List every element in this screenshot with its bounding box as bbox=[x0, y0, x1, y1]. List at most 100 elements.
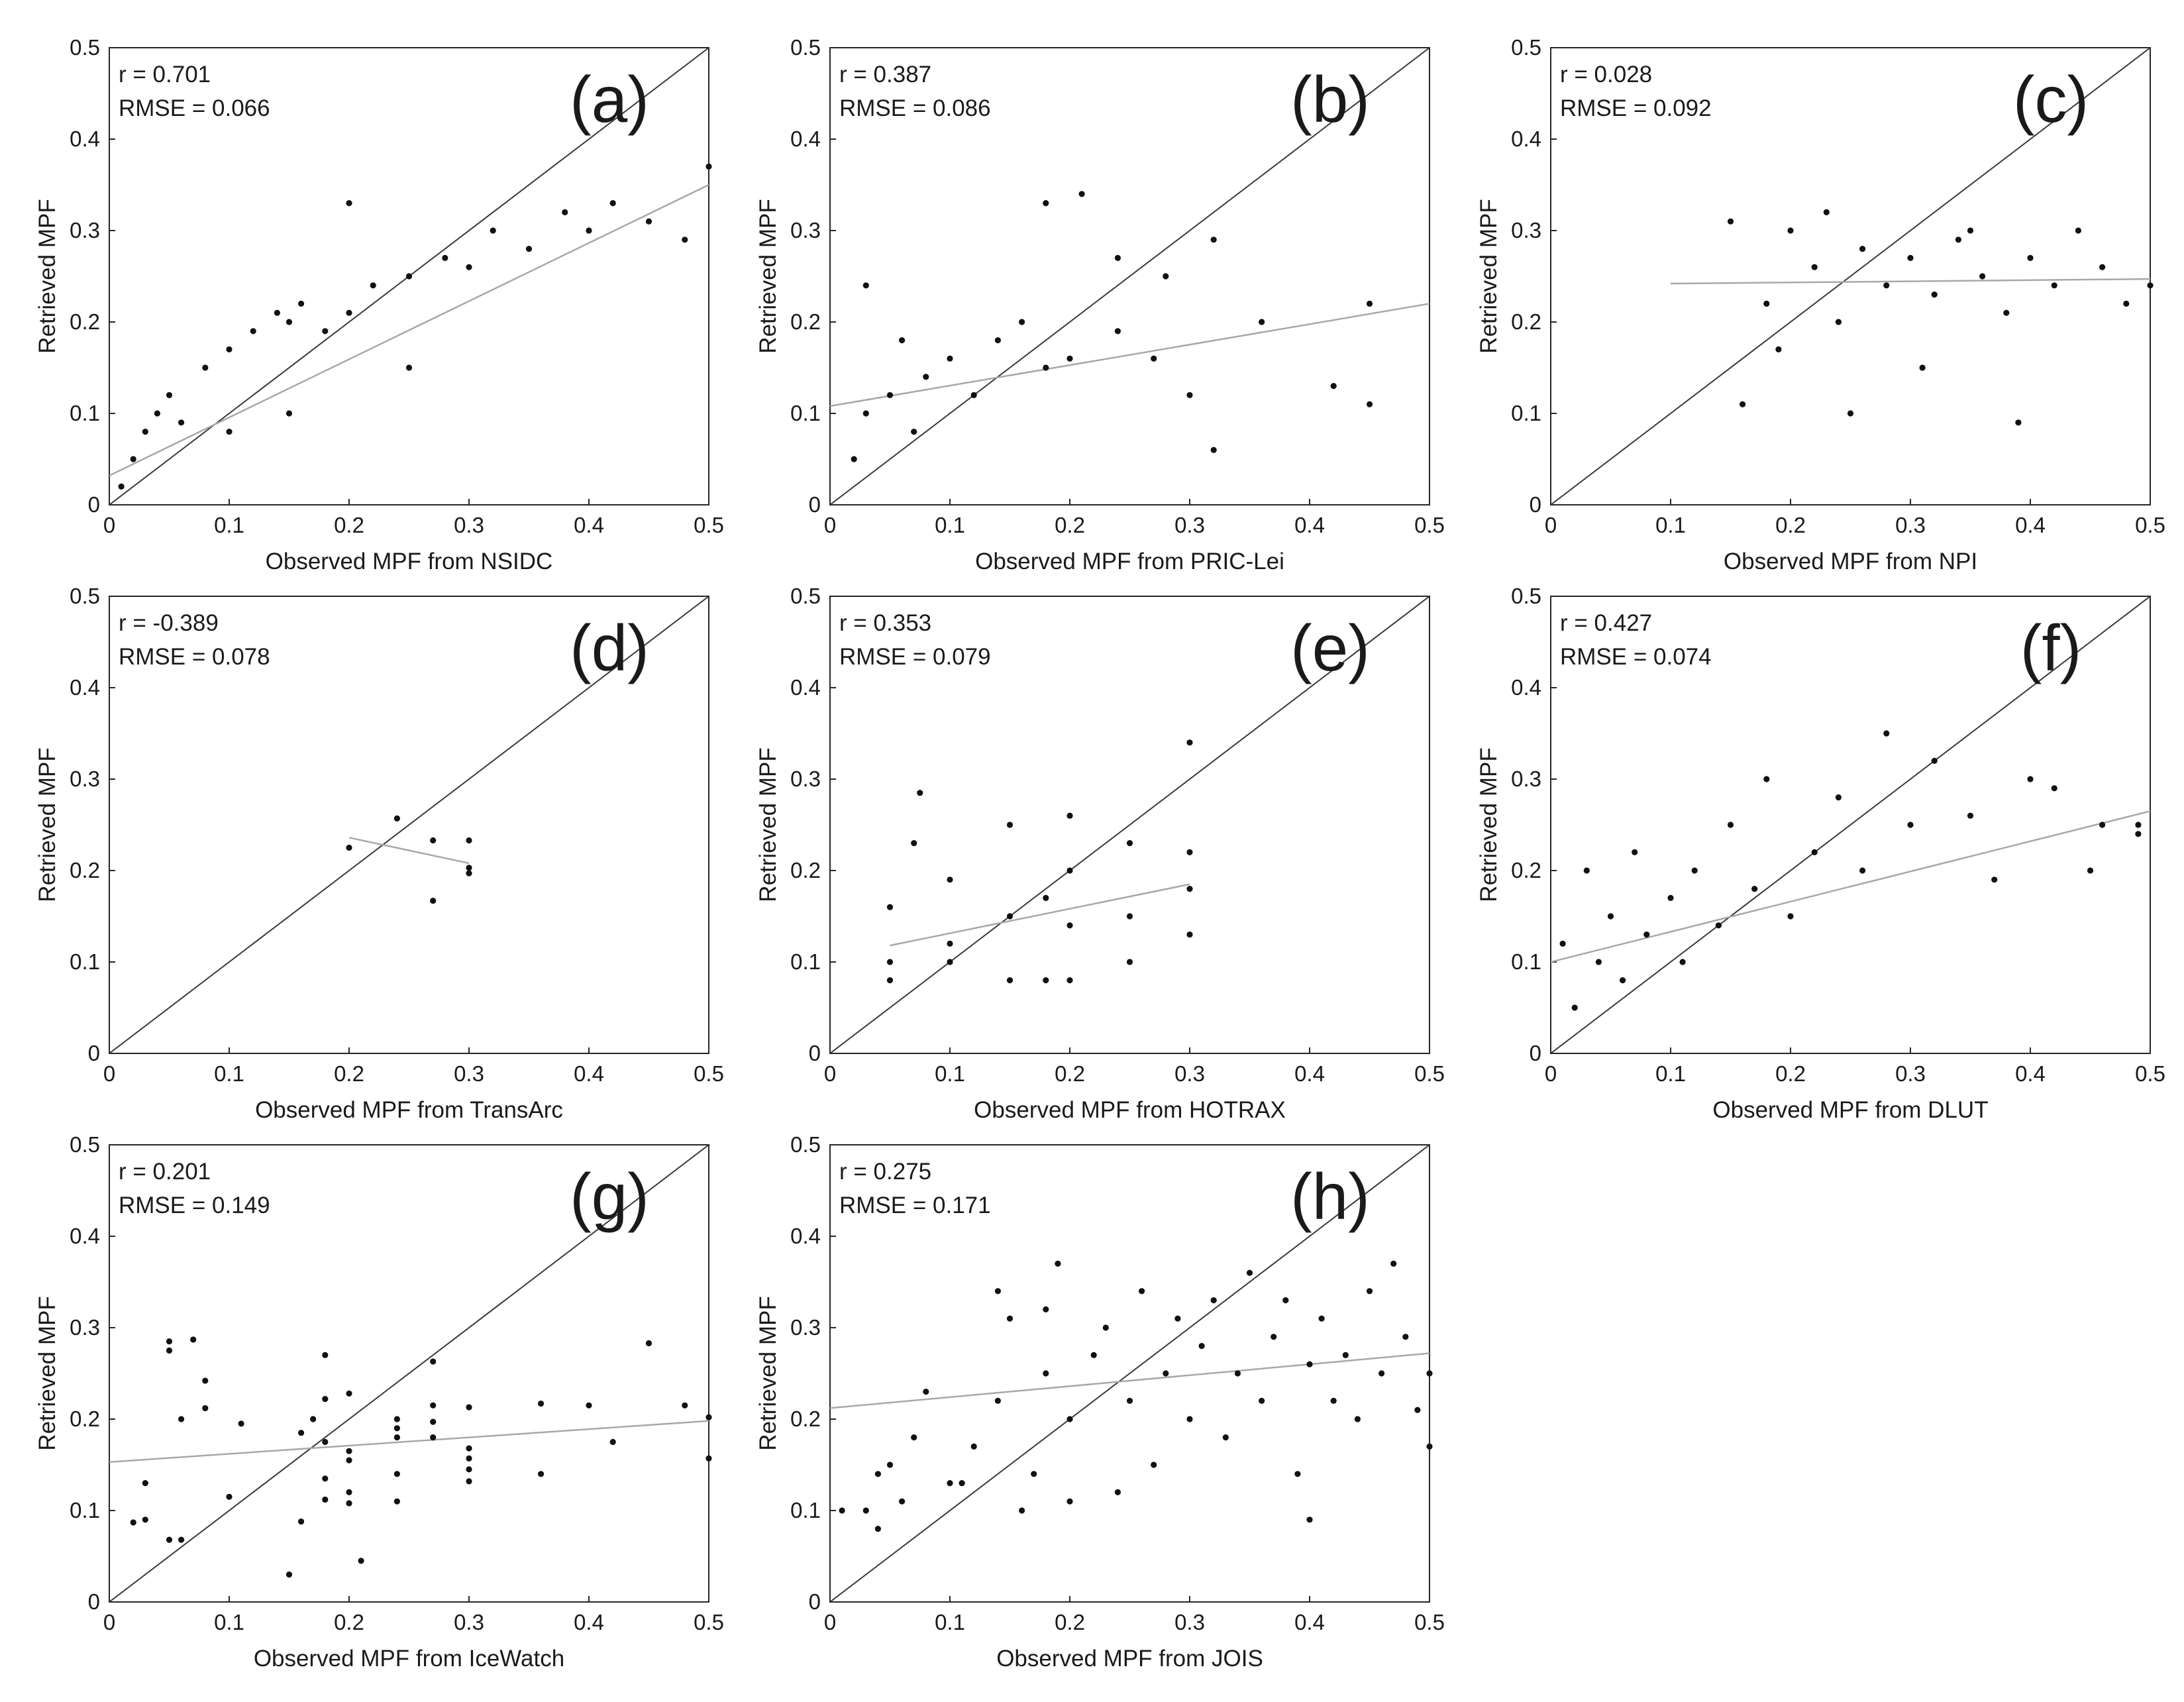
scatter-point bbox=[466, 1445, 472, 1452]
x-tick-label: 0.5 bbox=[694, 1061, 724, 1086]
scatter-point bbox=[393, 1425, 401, 1432]
scatter-point bbox=[947, 355, 953, 362]
scatter-panel-8: 0 0.1 0.2 0.3 0.4 0.5 0 0.1 0.2 0.3 0.4 0.5 Observed… bbox=[755, 1132, 1445, 1672]
y-tick-label: 0.1 bbox=[790, 949, 821, 974]
x-tick-label: 0.4 bbox=[2015, 513, 2046, 537]
y-tick-label: 0.4 bbox=[790, 675, 821, 700]
scatter-points bbox=[346, 815, 472, 904]
rmse-text: RMSE = 0.074 bbox=[1560, 644, 1712, 670]
scatter-point bbox=[178, 419, 185, 426]
y-tick-label: 0.2 bbox=[1511, 309, 1541, 334]
scatter-point bbox=[1043, 200, 1049, 207]
scatter-point bbox=[705, 1414, 712, 1420]
scatter-point bbox=[322, 1352, 329, 1358]
scatter-point bbox=[923, 1389, 929, 1395]
y-tick-label: 0 bbox=[809, 1041, 821, 1065]
scatter-point bbox=[1043, 1306, 1049, 1312]
scatter-point bbox=[130, 1519, 136, 1526]
one-to-one-line bbox=[109, 1145, 709, 1602]
scatter-point bbox=[1031, 1471, 1037, 1477]
scatter-point bbox=[970, 392, 977, 399]
y-tick-label: 0.2 bbox=[1511, 858, 1541, 882]
scatter-point bbox=[1126, 840, 1133, 847]
scatter-point bbox=[1186, 849, 1193, 855]
scatter-points bbox=[886, 739, 1193, 984]
scatter-point bbox=[1620, 977, 1626, 984]
scatter-point bbox=[1883, 730, 1890, 737]
x-axis-label: Observed MPF from NSIDC bbox=[266, 549, 553, 574]
panel-label: (d) bbox=[570, 612, 649, 684]
scatter-point bbox=[1114, 1489, 1121, 1495]
scatter-point bbox=[1259, 319, 1265, 325]
scatter-point bbox=[202, 1405, 209, 1412]
x-tick-label: 0.4 bbox=[1294, 1061, 1325, 1086]
panel-label: (f) bbox=[2020, 612, 2082, 684]
y-tick-label: 0.1 bbox=[1511, 401, 1541, 425]
y-axis-label: Retrieved MPF bbox=[755, 1296, 781, 1450]
x-tick-label: 0.3 bbox=[1174, 1061, 1205, 1086]
x-tick-label: 0.3 bbox=[454, 1061, 484, 1086]
scatter-point bbox=[1426, 1370, 1433, 1377]
scatter-point bbox=[1727, 822, 1734, 828]
x-tick-label: 0.5 bbox=[2135, 513, 2165, 537]
scatter-point bbox=[1967, 812, 1974, 819]
plot-frame bbox=[109, 596, 709, 1054]
scatter-points bbox=[839, 1260, 1433, 1532]
scatter-point bbox=[1306, 1516, 1313, 1523]
correlation-text: r = 0.201 bbox=[119, 1159, 211, 1185]
y-tick-label: 0.5 bbox=[70, 1132, 100, 1157]
scatter-point bbox=[1210, 1297, 1217, 1304]
scatter-point bbox=[466, 837, 472, 844]
scatter-point bbox=[1066, 1416, 1073, 1422]
scatter-point bbox=[322, 1496, 329, 1503]
scatter-point bbox=[1859, 867, 1866, 874]
scatter-point bbox=[959, 1480, 965, 1487]
scatter-point bbox=[1787, 913, 1794, 920]
y-axis-label: Retrieved MPF bbox=[1476, 747, 1502, 902]
scatter-point bbox=[1907, 822, 1914, 828]
rmse-text: RMSE = 0.066 bbox=[119, 95, 270, 121]
scatter-point bbox=[430, 897, 437, 904]
y-tick-label: 0.5 bbox=[70, 584, 100, 608]
scatter-point bbox=[142, 429, 148, 435]
scatter-point bbox=[645, 1340, 652, 1347]
rmse-text: RMSE = 0.171 bbox=[839, 1193, 991, 1218]
scatter-point bbox=[1366, 300, 1373, 307]
y-tick-label: 0 bbox=[1530, 492, 1541, 517]
scatter-points bbox=[130, 1336, 712, 1578]
scatter-point bbox=[1583, 867, 1590, 874]
scatter-point bbox=[874, 1526, 881, 1532]
scatter-point bbox=[322, 1475, 329, 1482]
scatter-point bbox=[1907, 254, 1914, 261]
x-axis-label: Observed MPF from PRIC-Lei bbox=[975, 549, 1284, 574]
scatter-point bbox=[310, 1416, 317, 1422]
scatter-point bbox=[2135, 822, 2142, 828]
scatter-panel-6: 0 0.1 0.2 0.3 0.4 0.5 0 0.1 0.2 0.3 0.4 0.5 Observed… bbox=[1476, 584, 2165, 1123]
scatter-point bbox=[238, 1420, 244, 1427]
scatter-point bbox=[2027, 254, 2034, 261]
scatter-point bbox=[1823, 209, 1830, 215]
x-axis-label: Observed MPF from IceWatch bbox=[254, 1646, 564, 1672]
one-to-one-line bbox=[109, 596, 709, 1053]
scatter-point bbox=[1006, 913, 1014, 920]
x-tick-label: 0.4 bbox=[574, 513, 604, 537]
scatter-point bbox=[562, 209, 568, 215]
scatter-point bbox=[466, 1466, 472, 1473]
scatter-point bbox=[1414, 1407, 1421, 1413]
correlation-text: r = 0.353 bbox=[839, 610, 931, 636]
y-tick-label: 0.5 bbox=[790, 1132, 821, 1157]
scatter-point bbox=[142, 1480, 148, 1487]
rmse-text: RMSE = 0.086 bbox=[839, 95, 991, 121]
panel-label: (g) bbox=[570, 1160, 649, 1233]
y-axis-label: Retrieved MPF bbox=[755, 747, 781, 902]
y-tick-label: 0.4 bbox=[1511, 675, 1541, 700]
scatter-point bbox=[1006, 977, 1014, 984]
x-tick-label: 0 bbox=[1545, 1061, 1557, 1086]
plot-frame bbox=[109, 47, 709, 505]
y-tick-label: 0.1 bbox=[70, 401, 100, 425]
panel-label: (a) bbox=[570, 63, 649, 136]
scatter-point bbox=[1066, 355, 1073, 362]
one-to-one-line bbox=[830, 596, 1430, 1053]
y-tick-label: 0 bbox=[88, 1589, 100, 1614]
scatter-point bbox=[430, 1402, 437, 1409]
